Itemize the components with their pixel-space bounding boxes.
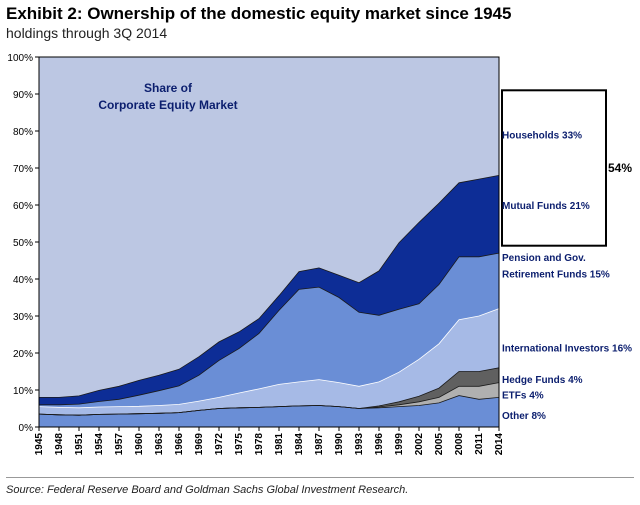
footer-rule <box>6 477 634 478</box>
y-tick-label: 0% <box>19 423 34 434</box>
y-tick-label: 40% <box>13 275 33 286</box>
households-mutual-funds-bracket <box>501 89 607 247</box>
annotation-line: Corporate Equity Market <box>98 98 237 112</box>
boundary-international <box>38 308 500 409</box>
x-tick-label: 1948 <box>54 433 65 456</box>
x-tick-label: 1990 <box>334 433 345 456</box>
series-label: Hedge Funds 4% <box>502 375 583 386</box>
x-tick-label: 2014 <box>494 433 505 456</box>
x-tick-label: 1945 <box>34 433 45 456</box>
x-tick-label: 1969 <box>194 433 205 456</box>
x-tick-label: 2008 <box>454 433 465 456</box>
boundary-mutual_funds <box>39 175 500 398</box>
y-tick-label: 70% <box>13 164 33 175</box>
source-note: Source: Federal Reserve Board and Goldma… <box>6 484 409 496</box>
x-axis: 1945 1948 1951 1954 1957 1960 1963 1966 1969 1972… <box>34 427 505 455</box>
x-tick-label: 2011 <box>474 433 485 455</box>
y-tick-label: 30% <box>13 312 33 323</box>
x-tick-label: 1972 <box>214 433 225 456</box>
series-label: Retirement Funds 15% <box>502 269 610 280</box>
x-tick-label: 1975 <box>234 433 245 456</box>
x-tick-label: 1996 <box>374 433 385 456</box>
series-label: Households 33% <box>502 131 582 142</box>
chart-annotation: Share of Corporate Equity Market <box>98 81 237 112</box>
series-label: Mutual Funds 21% <box>502 201 590 212</box>
y-tick-label: 100% <box>7 53 33 64</box>
y-tick-label: 10% <box>13 386 33 397</box>
series-label: Other 8% <box>502 411 546 422</box>
x-tick-label: 2005 <box>434 433 445 456</box>
x-tick-label: 1954 <box>94 433 105 456</box>
x-tick-label: 1981 <box>274 433 285 456</box>
boundary-hedge_funds <box>38 367 500 416</box>
series-label: International Investors 16% <box>502 343 632 354</box>
x-tick-label: 1957 <box>114 433 125 456</box>
area-series-group <box>39 57 499 427</box>
y-tick-label: 50% <box>13 238 33 249</box>
annotation-line: Share of <box>144 81 193 95</box>
area-etfs <box>39 382 499 416</box>
area-international <box>39 308 499 416</box>
area-households <box>39 57 499 398</box>
chart-subtitle: holdings through 3Q 2014 <box>6 25 168 41</box>
series-label: ETFs 4% <box>502 390 544 401</box>
area-other <box>39 395 499 427</box>
x-tick-label: 1987 <box>314 433 325 456</box>
y-tick-label: 20% <box>13 349 33 360</box>
x-tick-label: 1984 <box>294 433 305 456</box>
series-boundary-lines <box>38 175 500 416</box>
y-axis: 0% 10% 20% 30% 40% 50% 60% 70% 80% 90% 100% <box>7 53 39 434</box>
ownership-area-chart: 0%10%20%30%40%50%60%70%80%90%100% 1945 19… <box>7 53 632 455</box>
boundary-pension <box>39 252 500 406</box>
x-tick-label: 1960 <box>134 433 145 456</box>
x-tick-label: 2002 <box>414 433 425 456</box>
x-tick-label: 1993 <box>354 433 365 456</box>
x-tick-label: 1999 <box>394 433 405 456</box>
bracket-label: 54% <box>608 161 632 175</box>
x-tick-label: 1951 <box>74 433 85 456</box>
series-label: Pension and Gov. <box>502 253 586 264</box>
series-labels: Households 33% Mutual Funds 21% Pension an… <box>502 131 632 422</box>
area-mutual_funds <box>39 175 499 405</box>
x-tick-label: 1978 <box>254 433 265 456</box>
x-tick-label: 1963 <box>154 433 165 456</box>
y-tick-label: 80% <box>13 127 33 138</box>
y-tick-label: 90% <box>13 90 33 101</box>
chart-title: Exhibit 2: Ownership of the domestic equ… <box>6 4 512 23</box>
x-tick-label: 1966 <box>174 433 185 456</box>
y-tick-label: 60% <box>13 201 33 212</box>
area-pension <box>39 253 499 408</box>
